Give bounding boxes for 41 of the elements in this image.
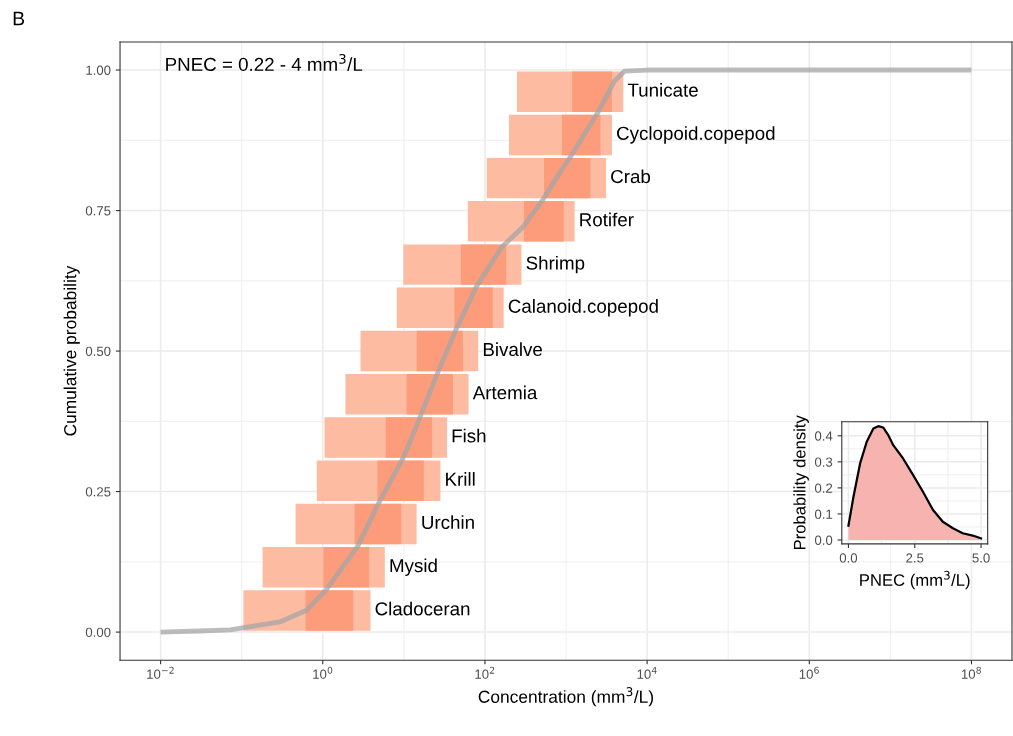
x-tick-label: 10$^{2}$ [475, 666, 495, 679]
y-tick-label: 0.25 [85, 487, 111, 497]
x-tick-label: 10$^{8}$ [961, 666, 981, 679]
y-axis-title: Probability density [793, 415, 809, 550]
annotation: Rotifer [580, 212, 634, 227]
bar [523, 201, 564, 242]
chart-title: B [13, 11, 25, 26]
annotation: Crab [611, 169, 651, 184]
y-tick-label: 0.1 [814, 509, 833, 519]
annotation: Krill [446, 472, 475, 486]
y-tick-label: 0.00 [85, 627, 111, 637]
x-tick-label: 2.5 [906, 553, 924, 563]
annotation: PNEC = 0.22 - 4 mm$^{3}$/L [166, 53, 363, 72]
x-tick-label: 10$^{−2}$ [147, 666, 174, 679]
annotation: Fish [452, 428, 486, 443]
annotation: Tunicate [627, 82, 698, 97]
x-tick-label: 10$^{6}$ [799, 666, 819, 679]
x-tick-label: 5.0 [972, 553, 990, 563]
annotation: Shrimp [526, 255, 585, 274]
x-tick-label: 0.0 [839, 553, 858, 563]
y-tick-label: 0.2 [814, 483, 833, 493]
annotation: Mysid [390, 558, 437, 576]
y-tick-label: 0.75 [85, 206, 111, 216]
annotation: Calanoid.copepod [508, 299, 658, 317]
x-tick-label: 10$^{0}$ [313, 666, 333, 679]
bar [305, 590, 354, 631]
y-tick-label: 0.4 [814, 431, 833, 441]
x-tick-label: 10$^{4}$ [637, 666, 657, 679]
y-tick-label: 0.50 [85, 346, 111, 356]
y-tick-label: 0.3 [814, 457, 833, 467]
y-tick-label: 0.0 [814, 535, 833, 545]
x-axis-title: PNEC (mm$^{3}$/L) [860, 570, 970, 590]
y-axis-title: Cumulative probability [63, 265, 80, 436]
bar [572, 71, 612, 112]
annotation: Cyclopoid.copepod [617, 126, 775, 144]
y-tick-label: 1.00 [86, 65, 111, 75]
x-axis-title: Concentration (mm$^{3}$/L) [478, 687, 653, 707]
annotation: Artemia [472, 385, 538, 400]
annotation: Bivalve [483, 342, 542, 357]
annotation: Urchin [422, 515, 474, 530]
annotation: Cladoceran [375, 601, 470, 616]
